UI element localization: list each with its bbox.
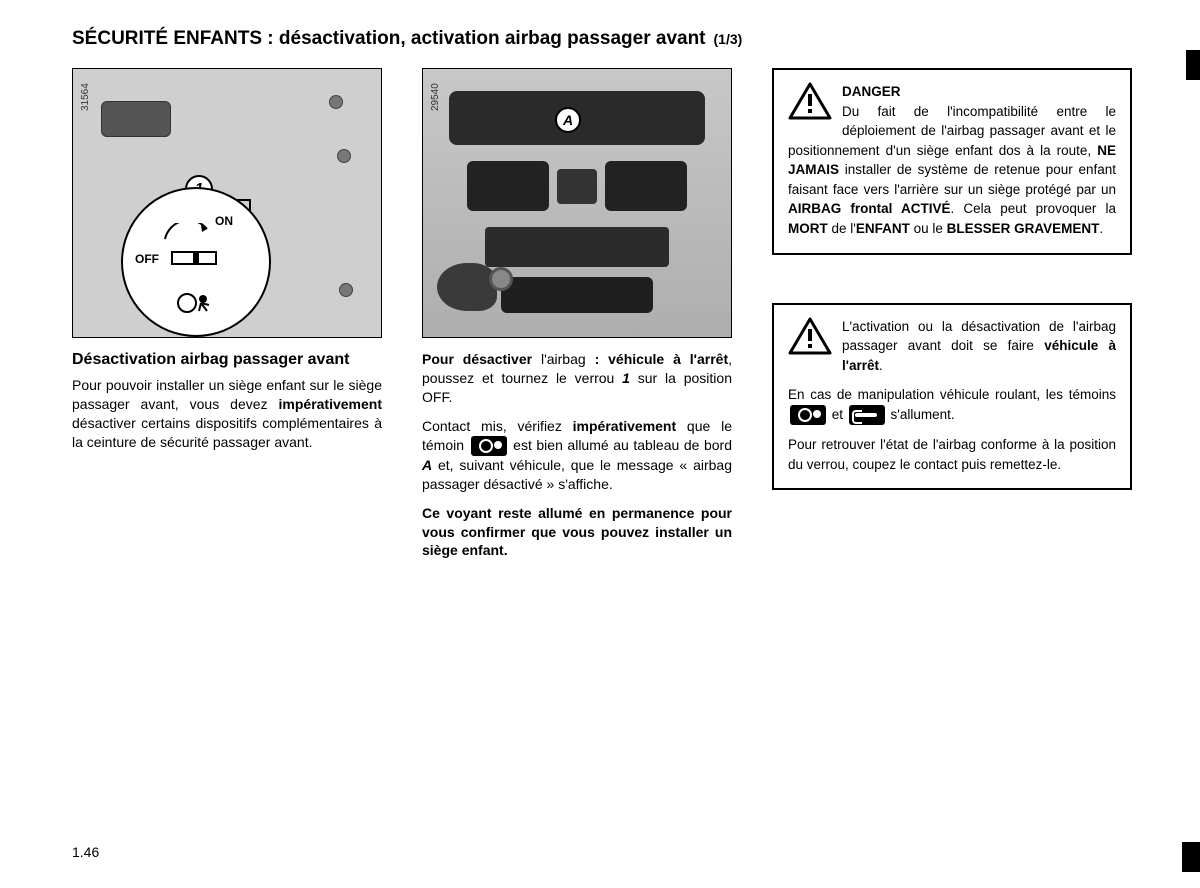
arrow-icon <box>157 223 217 243</box>
instruction-p3: Ce voyant reste allumé en permanence pou… <box>422 504 732 561</box>
corner-tab <box>1182 842 1200 872</box>
warning-triangle-icon <box>788 82 832 122</box>
text: . <box>1099 221 1103 236</box>
airbag-switch-detail: ON OFF <box>121 187 271 337</box>
text: . Cela peut provoquer la <box>950 201 1116 216</box>
text: ou le <box>910 221 947 236</box>
warning-title: DANGER <box>842 84 901 99</box>
wrench-indicator-icon <box>849 405 885 425</box>
warning-p3: Pour retrouver l'état de l'airbag confor… <box>788 435 1116 474</box>
radio-unit <box>485 227 669 267</box>
text-bold: : véhicule à l'arrêt <box>595 351 729 367</box>
callout-A: A <box>555 107 581 133</box>
text: et, suivant véhicule, que le message « a… <box>422 457 732 492</box>
text: . <box>879 358 883 373</box>
warning-p2: En cas de manipulation véhicule roulant,… <box>788 385 1116 425</box>
climate-unit <box>501 277 653 313</box>
column-middle: 29540 A Pour désactiver l'airbag : véhic… <box>422 68 732 560</box>
text: désactiver certains dispositifs compléme… <box>72 415 382 450</box>
warning-triangle-icon <box>788 317 832 357</box>
photo-id-label: 29540 <box>429 83 443 111</box>
photo-id-label: 31564 <box>79 83 93 111</box>
key-slot <box>171 251 217 265</box>
text: Du fait de l'incompatibilité entre le dé… <box>788 104 1116 158</box>
photo-airbag-switch: 31564 1 ON OFF <box>72 68 382 338</box>
trim-dot <box>329 95 343 109</box>
text-ref: 1 <box>622 370 630 386</box>
instruction-p1: Pour désactiver l'airbag : véhicule à l'… <box>422 350 732 407</box>
text: et <box>828 407 847 422</box>
text: Contact mis, vérifiez <box>422 418 573 434</box>
switch-on-label: ON <box>215 213 233 229</box>
text-bold: AIRBAG frontal ACTIVÉ <box>788 201 950 216</box>
trim-dot <box>337 149 351 163</box>
text: est bien allumé au tableau de bord <box>509 437 732 453</box>
section-paragraph: Pour pouvoir installer un siège enfant s… <box>72 376 382 452</box>
section-heading: Désactivation airbag passager avant <box>72 350 382 370</box>
instruction-p2: Contact mis, vérifiez impérativement que… <box>422 417 732 494</box>
switch-off-label: OFF <box>135 251 159 267</box>
page-number: 1.46 <box>72 844 99 860</box>
text-bold: impérativement <box>279 396 382 412</box>
column-left: 31564 1 ON OFF <box>72 68 382 560</box>
content-columns: 31564 1 ON OFF <box>72 68 1160 560</box>
text: de l' <box>828 221 856 236</box>
air-vents <box>467 161 687 211</box>
text: s'allument. <box>887 407 955 422</box>
key-cylinder <box>489 267 513 291</box>
text-bold: impérativement <box>573 418 676 434</box>
text-bold: BLESSER GRAVEMENT <box>947 221 1100 236</box>
airbag-icon <box>175 291 215 315</box>
warning-box-danger: DANGER Du fait de l'incompatibilité entr… <box>772 68 1132 255</box>
side-tab <box>1186 50 1200 80</box>
vent-decor <box>101 101 171 137</box>
photo-dashboard: 29540 A <box>422 68 732 338</box>
column-right: DANGER Du fait de l'incompatibilité entr… <box>772 68 1132 560</box>
text-ref: A <box>422 457 432 473</box>
manual-page: SÉCURITÉ ENFANTS : désactivation, activa… <box>0 0 1200 888</box>
text: l'airbag <box>541 351 595 367</box>
text-bold: Pour désactiver <box>422 351 541 367</box>
text-bold: ENFANT <box>856 221 910 236</box>
page-title-row: SÉCURITÉ ENFANTS : désactivation, activa… <box>72 28 1160 50</box>
text-bold: MORT <box>788 221 828 236</box>
warning-box-stationary: L'activation ou la désactivation de l'ai… <box>772 303 1132 491</box>
page-part: (1/3) <box>714 31 743 47</box>
airbag-indicator-icon <box>790 405 826 425</box>
hand-decor <box>437 263 497 311</box>
airbag-off-indicator-icon <box>471 436 507 456</box>
trim-dot <box>339 283 353 297</box>
text: En cas de manipulation véhicule roulant,… <box>788 387 1116 402</box>
page-title: SÉCURITÉ ENFANTS : désactivation, activa… <box>72 28 706 50</box>
